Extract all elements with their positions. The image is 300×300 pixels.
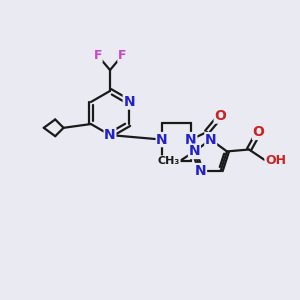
Text: F: F	[118, 49, 126, 62]
Text: N: N	[185, 133, 197, 147]
Text: N: N	[189, 144, 200, 158]
Text: OH: OH	[265, 154, 286, 167]
Text: N: N	[205, 133, 217, 147]
Text: F: F	[94, 49, 102, 62]
Text: N: N	[156, 133, 168, 147]
Text: N: N	[195, 164, 206, 178]
Text: N: N	[104, 128, 116, 142]
Text: CH₃: CH₃	[158, 156, 180, 166]
Text: N: N	[123, 95, 135, 109]
Text: O: O	[253, 125, 264, 140]
Text: O: O	[214, 109, 226, 123]
Text: N: N	[189, 144, 200, 158]
